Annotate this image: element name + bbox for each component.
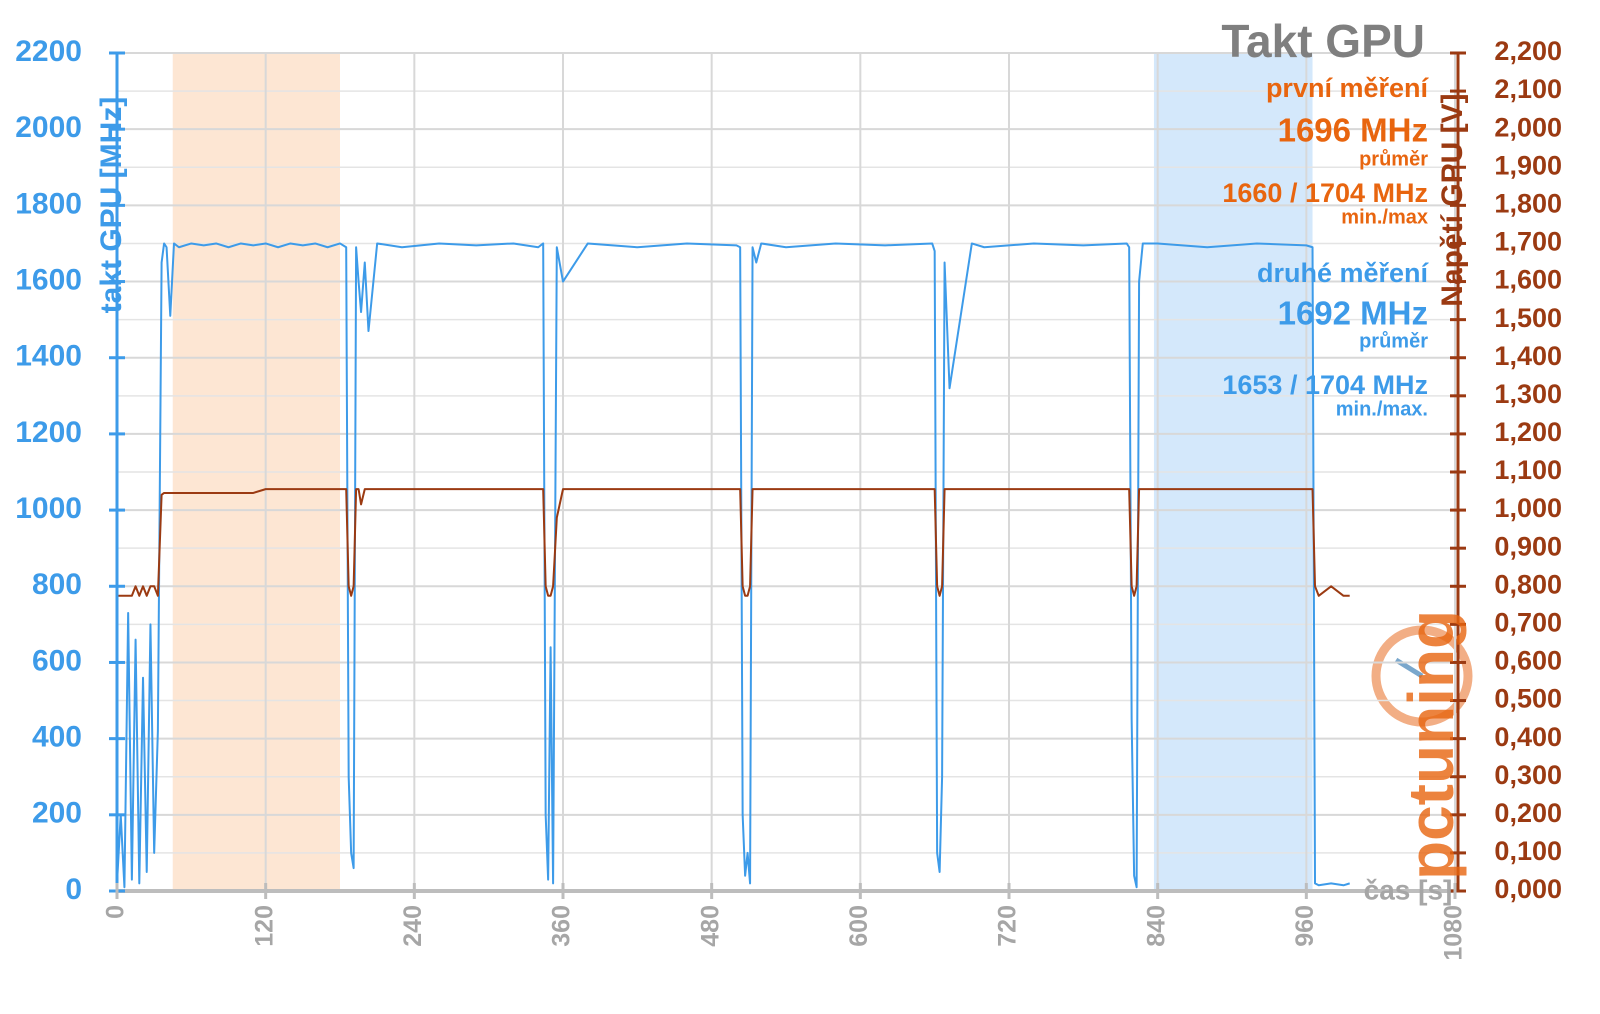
y2-tick-label: 1,100 (1494, 455, 1562, 485)
y2-tick-label: 1,800 (1494, 188, 1562, 218)
y2-tick-label: 0,600 (1494, 646, 1562, 676)
y-tick-label: 200 (32, 797, 82, 830)
y-tick-label: 1800 (15, 187, 82, 220)
y2-tick-label: 2,000 (1494, 112, 1562, 142)
y2-tick-label: 0,000 (1494, 874, 1562, 904)
y2-tick-label: 0,700 (1494, 607, 1562, 637)
y2-tick-label: 2,100 (1494, 74, 1562, 104)
y2-tick-label: 1,900 (1494, 150, 1562, 180)
series-line (117, 488, 1350, 597)
annotation: průměr (1359, 148, 1428, 170)
annotation: 1696 MHz (1278, 112, 1428, 149)
y-axis-title: takt GPU [MHz] (95, 97, 128, 314)
x-tick-label: 360 (548, 905, 576, 947)
series-line (116, 242, 1350, 889)
y2-tick-label: 1,300 (1494, 379, 1562, 409)
y2-tick-label: 1,600 (1494, 265, 1562, 295)
annotation: 1692 MHz (1278, 295, 1428, 332)
annotation: průměr (1359, 330, 1428, 352)
y2-tick-label: 0,500 (1494, 684, 1562, 714)
y2-tick-label: 1,500 (1494, 303, 1562, 333)
y2-tick-label: 0,400 (1494, 722, 1562, 752)
y2-tick-label: 1,000 (1494, 493, 1562, 523)
y-tick-label: 0 (65, 873, 82, 906)
y2-tick-label: 1,400 (1494, 341, 1562, 371)
annotation: první měření (1266, 73, 1430, 103)
y2-tick-label: 0,900 (1494, 531, 1562, 561)
x-axis-title: čas [s] (1364, 874, 1453, 905)
logo: pctuning (1395, 610, 1467, 880)
y-tick-label: 400 (32, 721, 82, 754)
x-tick-label: 960 (1291, 905, 1319, 947)
x-tick-label: 240 (399, 905, 427, 947)
annotation: min./max. (1336, 398, 1428, 420)
x-tick-label: 120 (250, 905, 278, 947)
y-tick-label: 1600 (15, 263, 82, 296)
y-tick-label: 2000 (15, 111, 82, 144)
y-tick-label: 1400 (15, 340, 82, 373)
x-tick-label: 840 (1142, 905, 1170, 947)
annotation: min./max (1341, 206, 1428, 228)
y-tick-label: 800 (32, 568, 82, 601)
y-tick-label: 1000 (15, 492, 82, 525)
x-tick-label: 480 (696, 905, 724, 947)
chart-title: Takt GPU (1221, 15, 1425, 67)
logo-icon (1371, 625, 1473, 727)
y2-tick-label: 0,800 (1494, 569, 1562, 599)
y2-tick-label: 1,700 (1494, 227, 1562, 257)
x-tick-label: 0 (102, 905, 130, 919)
y-tick-label: 1200 (15, 416, 82, 449)
x-tick-label: 600 (845, 905, 873, 947)
x-tick-label: 1080 (1440, 905, 1468, 961)
y2-tick-label: 1,200 (1494, 417, 1562, 447)
y2-axis-title: Napětí GPU [V] (1436, 93, 1469, 306)
y2-tick-label: 0,100 (1494, 836, 1562, 866)
x-tick-label: 720 (994, 905, 1022, 947)
y-tick-label: 600 (32, 644, 82, 677)
y2-tick-label: 0,200 (1494, 798, 1562, 828)
annotation: 1660 / 1704 MHz (1222, 178, 1428, 208)
annotation: druhé měření (1257, 258, 1430, 288)
y2-tick-label: 2,200 (1494, 36, 1562, 66)
y2-tick-label: 0,300 (1494, 760, 1562, 790)
annotation: 1653 / 1704 MHz (1222, 370, 1428, 400)
y-tick-label: 2200 (15, 35, 82, 68)
